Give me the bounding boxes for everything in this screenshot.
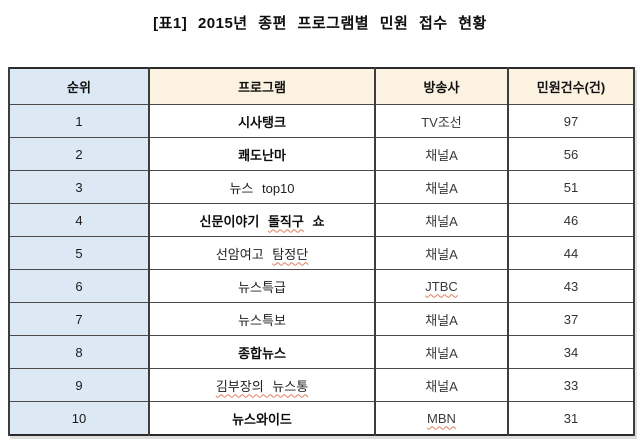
table-body: 1 시사탱크 TV조선 97 2 쾌도난마 채널A 56 3 뉴스 top10 …: [8, 104, 635, 436]
program-cell: 종합뉴스: [148, 335, 376, 369]
count-cell: 44: [507, 236, 635, 270]
table-row: 9 김부장의 뉴스통 채널A 33: [8, 368, 635, 402]
count-cell: 97: [507, 104, 635, 138]
rank-cell: 2: [8, 137, 150, 171]
program-cell: 뉴스특보: [148, 302, 376, 336]
broadcaster-cell: 채널A: [374, 302, 509, 336]
program-cell: 김부장의 뉴스통: [148, 368, 376, 402]
table-row: 2 쾌도난마 채널A 56: [8, 137, 635, 171]
program-cell: 시사탱크: [148, 104, 376, 138]
count-cell: 37: [507, 302, 635, 336]
rank-cell: 3: [8, 170, 150, 204]
broadcaster-cell: 채널A: [374, 203, 509, 237]
header-count: 민원건수(건): [507, 67, 635, 105]
count-cell: 33: [507, 368, 635, 402]
header-broadcaster: 방송사: [374, 67, 509, 105]
broadcaster-cell: 채널A: [374, 137, 509, 171]
table-row: 10 뉴스와이드 MBN 31: [8, 401, 635, 436]
program-cell: 신문이야기 돌직구 쇼: [148, 203, 376, 237]
count-cell: 43: [507, 269, 635, 303]
program-cell: 쾌도난마: [148, 137, 376, 171]
table-row: 8 종합뉴스 채널A 34: [8, 335, 635, 369]
rank-cell: 7: [8, 302, 150, 336]
rank-cell: 10: [8, 401, 150, 436]
count-cell: 34: [507, 335, 635, 369]
count-cell: 31: [507, 401, 635, 436]
program-cell: 선암여고 탐정단: [148, 236, 376, 270]
complaints-table: 순위 프로그램 방송사 민원건수(건) 1 시사탱크 TV조선 97 2 쾌도난…: [8, 67, 635, 436]
table-row: 1 시사탱크 TV조선 97: [8, 104, 635, 138]
rank-cell: 1: [8, 104, 150, 138]
table-row: 4 신문이야기 돌직구 쇼 채널A 46: [8, 203, 635, 237]
program-cell: 뉴스 top10: [148, 170, 376, 204]
broadcaster-cell: 채널A: [374, 170, 509, 204]
count-cell: 56: [507, 137, 635, 171]
header-rank: 순위: [8, 67, 150, 105]
header-row: 순위 프로그램 방송사 민원건수(건): [8, 67, 635, 105]
table-header: 순위 프로그램 방송사 민원건수(건): [8, 67, 635, 105]
count-cell: 51: [507, 170, 635, 204]
rank-cell: 8: [8, 335, 150, 369]
program-cell: 뉴스특급: [148, 269, 376, 303]
rank-cell: 4: [8, 203, 150, 237]
program-cell: 뉴스와이드: [148, 401, 376, 436]
broadcaster-cell: 채널A: [374, 236, 509, 270]
table-row: 7 뉴스특보 채널A 37: [8, 302, 635, 336]
table-row: 3 뉴스 top10 채널A 51: [8, 170, 635, 204]
rank-cell: 5: [8, 236, 150, 270]
broadcaster-cell: TV조선: [374, 104, 509, 138]
broadcaster-cell: 채널A: [374, 335, 509, 369]
count-cell: 46: [507, 203, 635, 237]
rank-cell: 6: [8, 269, 150, 303]
table-row: 5 선암여고 탐정단 채널A 44: [8, 236, 635, 270]
broadcaster-cell: JTBC: [374, 269, 509, 303]
broadcaster-cell: MBN: [374, 401, 509, 436]
page-title: [표1] 2015년 종편 프로그램별 민원 접수 현황: [153, 15, 487, 32]
header-program: 프로그램: [148, 67, 376, 105]
table-row: 6 뉴스특급 JTBC 43: [8, 269, 635, 303]
rank-cell: 9: [8, 368, 150, 402]
broadcaster-cell: 채널A: [374, 368, 509, 402]
